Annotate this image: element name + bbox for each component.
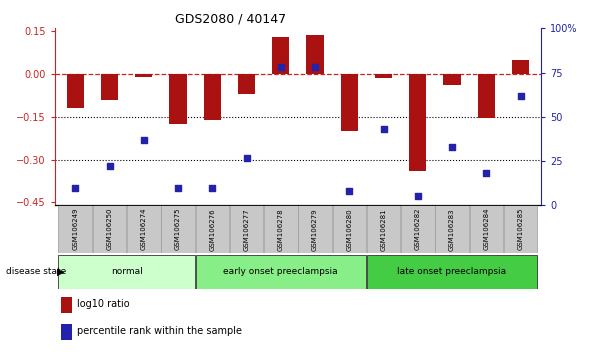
Text: late onset preeclampsia: late onset preeclampsia <box>398 267 506 276</box>
Point <box>173 185 183 190</box>
Point <box>276 64 286 70</box>
Bar <box>299 205 332 253</box>
Bar <box>333 205 366 253</box>
Bar <box>264 205 297 253</box>
Text: GSM106285: GSM106285 <box>517 208 523 251</box>
Bar <box>504 205 537 253</box>
Bar <box>196 255 366 289</box>
Point <box>379 126 389 132</box>
Text: ▶: ▶ <box>57 267 64 277</box>
Bar <box>478 74 495 118</box>
Text: GSM106274: GSM106274 <box>141 208 147 251</box>
Bar <box>443 74 461 85</box>
Bar <box>230 205 263 253</box>
Bar <box>367 255 537 289</box>
Bar <box>101 74 118 100</box>
Point <box>139 137 148 143</box>
Text: GSM106250: GSM106250 <box>106 208 112 251</box>
Point <box>71 185 80 190</box>
Text: GSM106283: GSM106283 <box>449 208 455 251</box>
Text: GSM106249: GSM106249 <box>72 208 78 251</box>
Bar <box>272 37 289 74</box>
Bar <box>409 74 426 171</box>
Bar <box>340 74 358 131</box>
Point <box>105 164 114 169</box>
Text: normal: normal <box>111 267 142 276</box>
Point <box>447 144 457 150</box>
Bar <box>170 74 187 124</box>
Text: GSM106278: GSM106278 <box>278 208 284 251</box>
Text: GSM106276: GSM106276 <box>209 208 215 251</box>
Bar <box>469 205 503 253</box>
Bar <box>435 205 469 253</box>
Text: GSM106281: GSM106281 <box>381 208 387 251</box>
Bar <box>58 255 195 289</box>
Text: GSM106279: GSM106279 <box>312 208 318 251</box>
Point <box>413 194 423 199</box>
Bar <box>58 205 92 253</box>
Point <box>482 171 491 176</box>
Text: GSM106277: GSM106277 <box>244 208 249 251</box>
Text: percentile rank within the sample: percentile rank within the sample <box>77 326 241 336</box>
Bar <box>401 205 435 253</box>
Point <box>345 188 354 194</box>
Bar <box>135 74 153 77</box>
Bar <box>93 205 126 253</box>
Text: GDS2080 / 40147: GDS2080 / 40147 <box>176 12 286 25</box>
Text: disease state: disease state <box>6 267 66 276</box>
Bar <box>127 205 161 253</box>
Text: log10 ratio: log10 ratio <box>77 299 130 309</box>
Text: GSM106280: GSM106280 <box>347 208 352 251</box>
Text: GSM106275: GSM106275 <box>175 208 181 251</box>
Text: GSM106284: GSM106284 <box>483 208 489 251</box>
Bar <box>375 74 392 78</box>
Bar <box>238 74 255 94</box>
Bar <box>306 35 323 74</box>
Bar <box>67 74 84 108</box>
Bar <box>196 205 229 253</box>
Bar <box>204 74 221 120</box>
Point <box>310 64 320 70</box>
Bar <box>512 60 529 74</box>
Bar <box>161 205 195 253</box>
Point <box>516 93 525 98</box>
Point <box>207 185 217 190</box>
Bar <box>367 205 400 253</box>
Text: early onset preeclampsia: early onset preeclampsia <box>224 267 338 276</box>
Point <box>241 155 251 160</box>
Text: GSM106282: GSM106282 <box>415 208 421 251</box>
